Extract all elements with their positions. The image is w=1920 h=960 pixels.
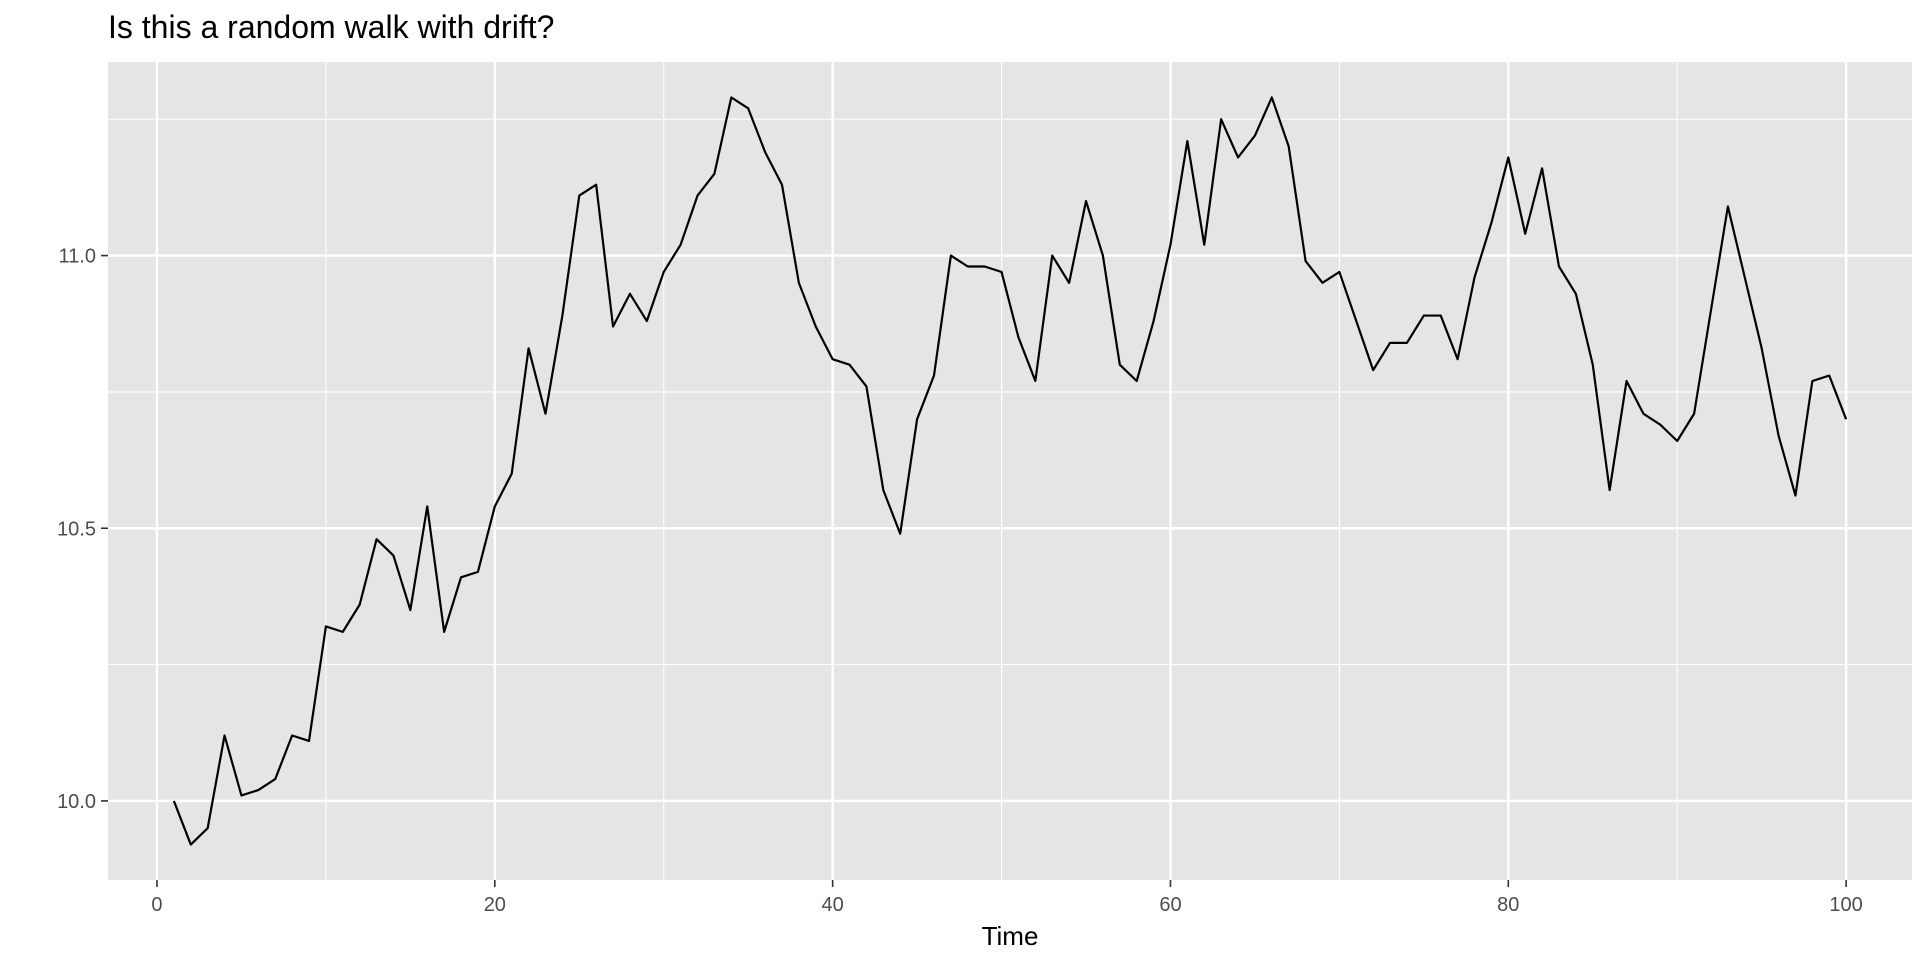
x-axis-title: Time — [982, 921, 1039, 951]
x-tick-label: 40 — [822, 894, 844, 916]
y-tick-label: 11.0 — [59, 246, 96, 268]
y-tick-label: 10.5 — [57, 518, 96, 540]
x-tick-label: 0 — [151, 894, 162, 916]
series-layer — [172, 96, 1848, 846]
x-tick-label: 20 — [484, 894, 506, 916]
x-axis: 0 20 40 60 80 100 — [151, 880, 1863, 916]
x-tick-label: 60 — [1159, 894, 1181, 916]
plot-panel — [108, 62, 1912, 880]
y-axis: 10.0 10.5 11.0 — [57, 246, 108, 813]
major-gridlines — [108, 62, 1912, 880]
chart-title: Is this a random walk with drift? — [108, 9, 554, 45]
x-tick-label: 100 — [1829, 894, 1862, 916]
y-tick-label: 10.0 — [57, 791, 96, 813]
x-tick-label: 80 — [1497, 894, 1519, 916]
series-line — [172, 96, 1848, 846]
minor-gridlines — [108, 62, 1912, 880]
